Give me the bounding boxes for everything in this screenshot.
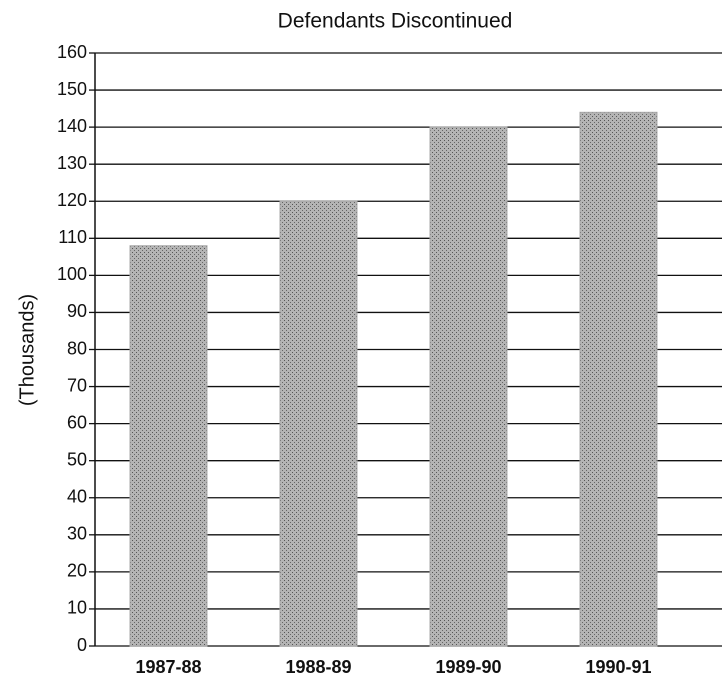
y-tick-label: 90 <box>67 301 87 321</box>
y-tick-label: 80 <box>67 338 87 358</box>
y-tick-label: 150 <box>57 79 87 99</box>
y-tick-label: 40 <box>67 487 87 507</box>
y-tick-label: 30 <box>67 524 87 544</box>
y-tick-label: 50 <box>67 449 87 469</box>
y-tick-label: 110 <box>58 227 87 247</box>
y-tick-label: 140 <box>57 116 87 136</box>
y-tick-label: 160 <box>57 42 87 62</box>
bar <box>129 245 208 647</box>
y-tick-label: 20 <box>67 561 87 581</box>
y-tick-label: 60 <box>67 412 87 432</box>
y-tick-label: 70 <box>67 375 87 395</box>
y-tick-label: 10 <box>67 598 87 618</box>
y-tick-label: 130 <box>57 153 87 173</box>
chart-title: Defendants Discontinued <box>278 10 513 33</box>
x-tick-label: 1990-91 <box>585 657 651 677</box>
bar <box>429 126 508 647</box>
bar <box>279 200 358 647</box>
y-tick-label: 120 <box>57 190 87 210</box>
bar <box>579 111 658 647</box>
y-axis-label: (Thousands) <box>16 294 38 406</box>
x-tick-label: 1989-90 <box>435 657 501 677</box>
y-tick-label: 0 <box>77 635 87 655</box>
x-tick-label: 1987-88 <box>135 657 201 677</box>
y-tick-label: 100 <box>57 264 87 284</box>
x-tick-label: 1988-89 <box>285 657 351 677</box>
